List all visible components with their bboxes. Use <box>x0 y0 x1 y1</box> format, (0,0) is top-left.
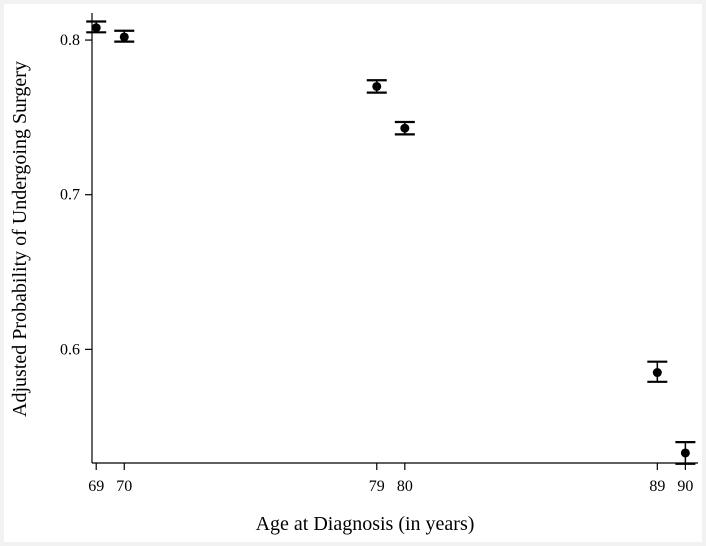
data-point <box>119 32 129 42</box>
y-tick-label: 0.8 <box>60 32 80 49</box>
x-tick-label: 79 <box>369 478 385 495</box>
data-point <box>372 81 382 91</box>
x-axis-title: Age at Diagnosis (in years) <box>256 513 475 535</box>
error-bars <box>86 20 696 465</box>
x-tick-label: 69 <box>88 478 104 495</box>
data-point <box>91 23 101 33</box>
scatter-plot: 0.6 0.7 0.8 69 70 79 80 89 90 Age at Diagnosis … <box>9 13 698 535</box>
y-axis-title: Adjusted Probability of Undergoing Surge… <box>9 61 31 417</box>
y-tick-label: 0.7 <box>60 187 80 204</box>
data-point <box>400 123 410 133</box>
data-points <box>91 23 690 458</box>
x-tick-label: 90 <box>677 478 693 495</box>
x-tick-label: 89 <box>649 478 665 495</box>
chart-area: 0.6 0.7 0.8 69 70 79 80 89 90 Age at Diagnosis … <box>4 4 702 542</box>
data-point <box>680 448 690 458</box>
x-tick-label: 70 <box>116 478 132 495</box>
x-axis-ticks: 69 70 79 80 89 90 <box>88 463 693 495</box>
y-axis-ticks: 0.6 0.7 0.8 <box>60 32 92 358</box>
x-tick-label: 80 <box>397 478 413 495</box>
y-tick-label: 0.6 <box>60 341 80 358</box>
data-point <box>652 368 662 378</box>
